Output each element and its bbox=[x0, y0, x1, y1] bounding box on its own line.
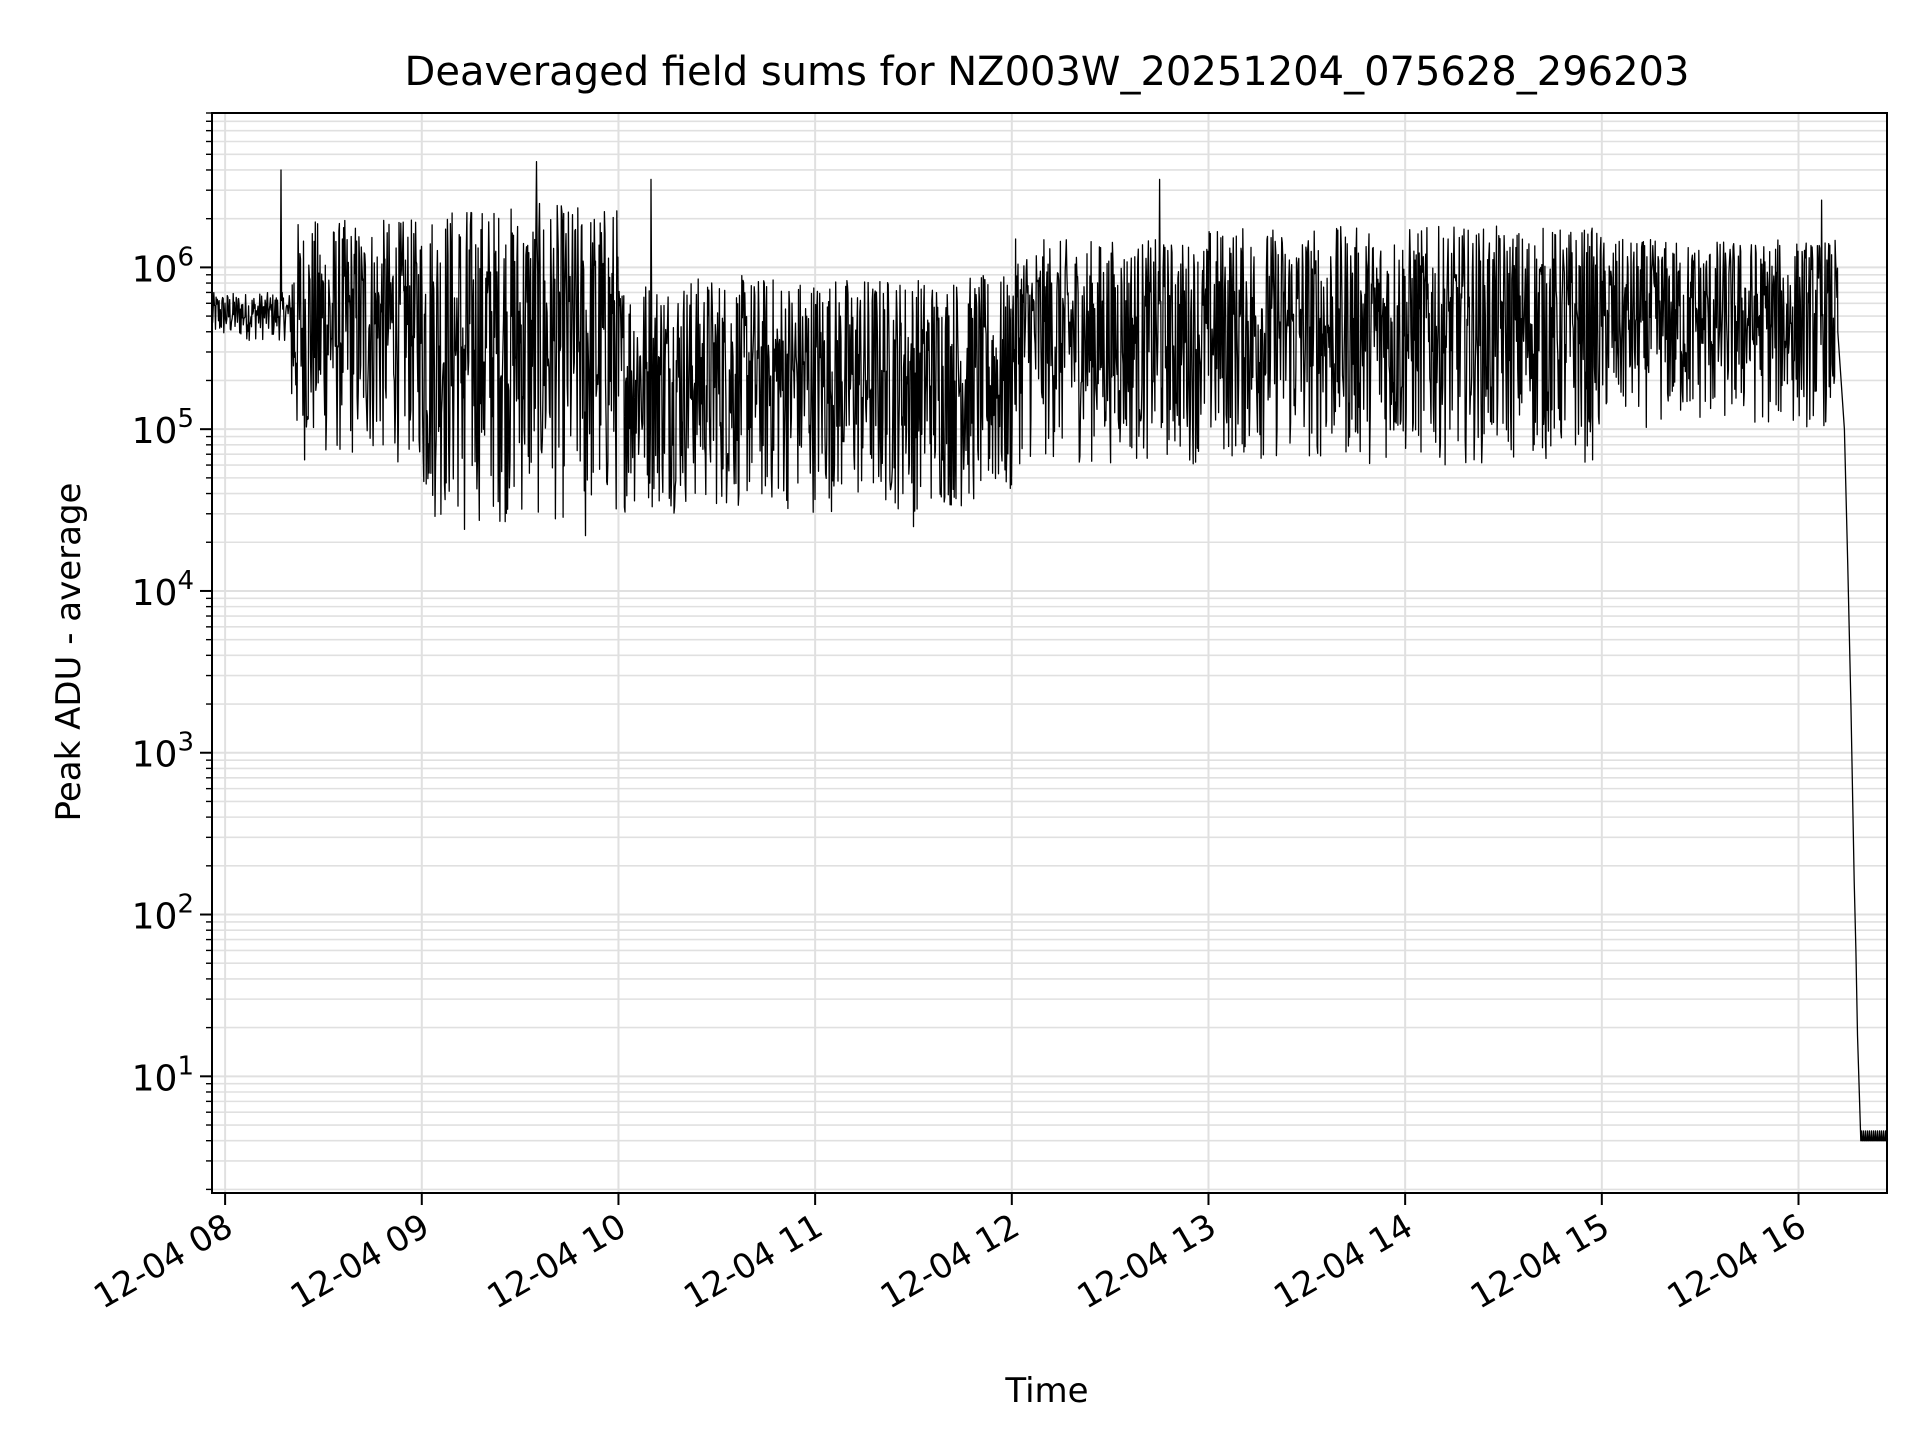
y-tick-label: 105 bbox=[132, 404, 194, 452]
y-tick-label: 102 bbox=[132, 890, 194, 938]
y-tick-label: 101 bbox=[132, 1051, 194, 1099]
series-line bbox=[211, 161, 1889, 1142]
series-line-group bbox=[211, 161, 1889, 1142]
y-tick-label: 104 bbox=[132, 566, 194, 614]
y-tick-label: 103 bbox=[132, 728, 194, 776]
plot-area-frame bbox=[211, 112, 1888, 1194]
y-axis-ticks: 101 102 103 104 105 106 bbox=[132, 112, 212, 1191]
chart-title: Deaveraged field sums for NZ003W_2025120… bbox=[405, 49, 1690, 95]
x-axis-label: Time bbox=[1004, 1371, 1088, 1411]
y-tick-label: 106 bbox=[132, 242, 194, 290]
y-axis-label: Peak ADU - average bbox=[49, 483, 89, 822]
